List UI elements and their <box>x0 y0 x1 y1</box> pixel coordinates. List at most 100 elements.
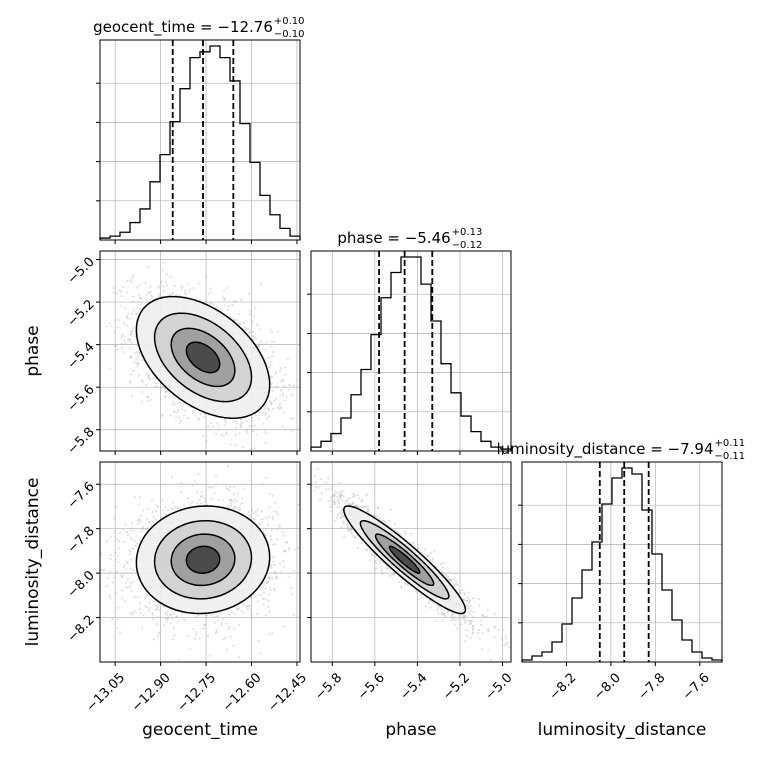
scatter-point <box>109 557 112 560</box>
scatter-point <box>239 423 242 426</box>
scatter-point <box>239 298 242 301</box>
scatter-point <box>285 541 289 544</box>
density-contour-3 <box>185 341 221 374</box>
scatter-point <box>270 538 273 541</box>
scatter-point <box>150 295 154 299</box>
scatter-point <box>183 414 186 417</box>
scatter-point <box>246 600 250 604</box>
scatter-point <box>136 312 139 315</box>
scatter-point <box>194 414 197 417</box>
scatter-point <box>268 575 271 578</box>
scatter-point <box>243 487 246 490</box>
scatter-point <box>254 510 258 513</box>
scatter-point <box>242 611 246 614</box>
scatter-point <box>137 518 140 521</box>
scatter-point <box>187 635 190 638</box>
scatter-point <box>109 570 112 573</box>
scatter-point <box>203 412 206 416</box>
scatter-point <box>272 556 275 559</box>
scatter-point <box>282 411 286 414</box>
scatter-point <box>123 540 126 544</box>
scatter-point <box>129 356 132 359</box>
scatter-point <box>284 550 287 553</box>
scatter-point <box>275 577 278 580</box>
scatter-point <box>280 388 283 392</box>
scatter-point <box>170 292 174 296</box>
scatter-point <box>157 631 161 634</box>
histogram-geocent_time <box>99 45 301 240</box>
scatter-point <box>167 616 170 619</box>
scatter-point <box>179 401 182 405</box>
scatter-point <box>248 330 251 333</box>
scatter-point <box>273 564 276 567</box>
scatter-point <box>231 303 234 307</box>
scatter-point <box>183 289 187 292</box>
scatter-point <box>126 586 130 589</box>
scatter-point <box>251 424 254 428</box>
scatter-point <box>155 504 158 507</box>
scatter-point <box>148 377 151 380</box>
scatter-point <box>207 292 210 296</box>
scatter-point <box>61 285 63 287</box>
scatter-geocent_time-phase <box>61 262 306 451</box>
scatter-point <box>223 299 226 302</box>
scatter-point <box>116 570 119 574</box>
scatter-point <box>139 308 142 311</box>
scatter-point <box>240 417 243 421</box>
scatter-point <box>207 486 210 489</box>
scatter-point <box>183 291 186 294</box>
scatter-point <box>115 505 118 508</box>
scatter-point <box>119 574 122 577</box>
scatter-point <box>228 499 232 502</box>
scatter-point <box>133 361 136 364</box>
scatter-point <box>171 403 174 406</box>
scatter-point <box>114 551 117 555</box>
scatter-point <box>205 503 208 506</box>
scatter-point <box>129 333 132 337</box>
scatter-point <box>195 615 198 618</box>
scatter-point <box>160 413 163 416</box>
scatter-point <box>126 317 130 320</box>
scatter-point <box>271 350 274 354</box>
scatter-point <box>146 507 149 510</box>
scatter-point <box>181 483 185 486</box>
title-phase-plus: +0.13 <box>452 227 483 238</box>
scatter-point <box>264 412 268 415</box>
scatter-point <box>152 600 155 603</box>
scatter-point <box>258 343 261 346</box>
scatter-point <box>242 604 245 607</box>
scatter-point <box>193 480 196 483</box>
scatter-point <box>149 285 152 288</box>
scatter-point <box>270 331 274 334</box>
scatter-point <box>136 523 140 526</box>
scatter-point <box>268 408 271 412</box>
scatter-point <box>197 472 200 475</box>
scatter-point <box>120 336 124 339</box>
scatter-point <box>165 273 169 276</box>
scatter-point <box>133 496 136 499</box>
scatter-point <box>212 303 215 306</box>
scatter-point <box>209 291 213 294</box>
scatter-point <box>287 575 290 578</box>
scatter-point <box>273 510 276 513</box>
scatter-point <box>111 617 114 621</box>
scatter-point <box>184 409 187 412</box>
scatter-point <box>141 400 144 403</box>
scatter-point <box>304 403 306 405</box>
scatter-point <box>220 621 223 624</box>
scatter-point <box>133 595 137 598</box>
scatter-point <box>248 425 251 428</box>
scatter-point <box>238 508 241 512</box>
scatter-point <box>257 345 260 348</box>
scatter-point <box>251 320 254 323</box>
scatter-point <box>125 530 128 533</box>
scatter-point <box>118 631 122 634</box>
scatter-point <box>116 627 119 630</box>
scatter-point <box>264 413 267 416</box>
scatter-point <box>269 364 272 367</box>
tick-label-y-phase-0: −5.8 <box>65 425 98 458</box>
scatter-point <box>217 498 220 501</box>
scatter-point <box>112 287 115 290</box>
scatter-point <box>227 464 230 468</box>
